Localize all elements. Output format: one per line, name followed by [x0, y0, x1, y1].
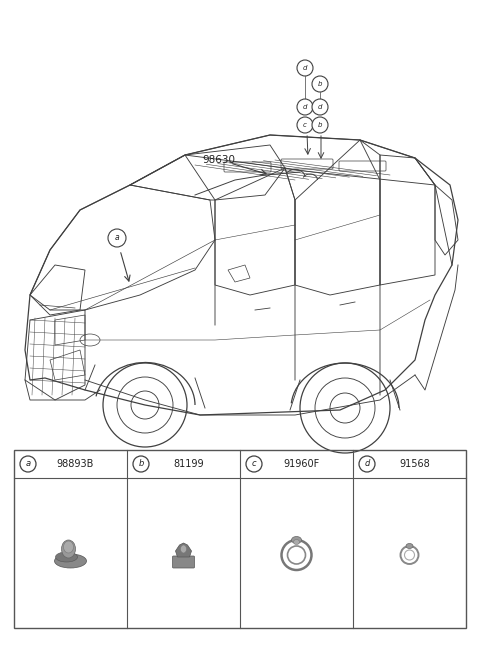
Text: d: d — [303, 104, 307, 110]
Ellipse shape — [61, 540, 75, 558]
Ellipse shape — [293, 539, 300, 544]
Text: c: c — [303, 122, 307, 128]
Ellipse shape — [56, 552, 77, 562]
Circle shape — [359, 456, 375, 472]
Circle shape — [297, 60, 313, 76]
Circle shape — [246, 456, 262, 472]
Circle shape — [133, 456, 149, 472]
Ellipse shape — [55, 554, 86, 568]
Text: 98630: 98630 — [202, 155, 235, 165]
Text: d: d — [303, 65, 307, 71]
Circle shape — [297, 99, 313, 115]
Circle shape — [312, 99, 328, 115]
Circle shape — [312, 76, 328, 92]
Polygon shape — [176, 543, 192, 557]
Circle shape — [312, 117, 328, 133]
Bar — [14, 450, 466, 628]
Text: b: b — [318, 122, 322, 128]
Ellipse shape — [180, 545, 187, 553]
FancyBboxPatch shape — [172, 556, 194, 568]
Text: b: b — [318, 81, 322, 87]
Text: a: a — [115, 234, 120, 243]
Text: 91960F: 91960F — [283, 459, 320, 469]
Text: b: b — [138, 459, 144, 468]
Ellipse shape — [406, 544, 413, 548]
Text: 98893B: 98893B — [57, 459, 94, 469]
Ellipse shape — [291, 537, 301, 544]
Text: d: d — [318, 104, 322, 110]
Text: c: c — [252, 459, 256, 468]
Circle shape — [20, 456, 36, 472]
Text: 81199: 81199 — [173, 459, 204, 469]
Text: d: d — [364, 459, 370, 468]
Text: 91568: 91568 — [399, 459, 430, 469]
Text: a: a — [25, 459, 31, 468]
Circle shape — [297, 117, 313, 133]
Ellipse shape — [63, 541, 73, 553]
Circle shape — [108, 229, 126, 247]
